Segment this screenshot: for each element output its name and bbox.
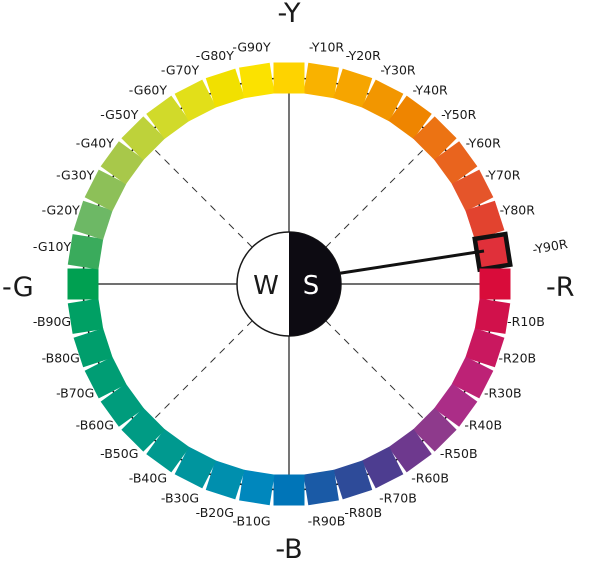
diagonal-line-nw xyxy=(139,134,290,285)
hue-label-b60g: -B60G xyxy=(76,418,114,433)
hue-pointer-line xyxy=(334,249,485,276)
hue-label-b30g: -B30G xyxy=(161,490,199,505)
hue-swatch-y20r xyxy=(333,68,373,108)
hue-swatch-r30b xyxy=(451,356,494,399)
hue-swatch-b60g xyxy=(100,383,144,427)
hue-swatch-g20y xyxy=(73,200,113,240)
axis-label-red: -R xyxy=(546,272,575,303)
hue-swatch-r50b xyxy=(412,407,457,452)
hue-label-y40r: -Y40R xyxy=(412,82,448,97)
hue-swatch-axis-19 xyxy=(273,474,305,506)
hue-label-b20g: -B20G xyxy=(196,505,234,520)
hue-label-g60y: -G60Y xyxy=(129,82,168,97)
hue-label-y30r: -Y30R xyxy=(380,63,416,78)
hue-label-r30b: -R30B xyxy=(484,386,522,401)
diagonal-line-sw xyxy=(139,283,290,434)
hue-label-y20r: -Y20R xyxy=(346,48,382,63)
hue-label-b10g: -B10G xyxy=(232,514,270,529)
hue-label-g90y: -G90Y xyxy=(232,40,271,55)
hue-label-g50y: -G50Y xyxy=(100,107,139,122)
hue-swatch-g80y xyxy=(205,68,245,108)
hue-label-y80r: -Y80R xyxy=(500,202,536,217)
hue-label-g20y: -G20Y xyxy=(42,202,81,217)
hue-label-r40b: -R40B xyxy=(464,418,502,433)
hue-swatch-y90r xyxy=(472,231,513,273)
hue-label-b70g: -B70G xyxy=(56,386,94,401)
hue-swatch-r70b xyxy=(361,446,404,489)
hue-swatch-r20b xyxy=(465,328,505,368)
hue-label-r80b: -R80B xyxy=(344,505,382,520)
hue-swatch-g60y xyxy=(146,95,190,139)
hue-swatch-y30r xyxy=(361,79,404,122)
hue-label-b90g: -B90G xyxy=(33,314,71,329)
axis-label-yellow: -Y xyxy=(277,0,301,29)
hue-label-ring: -Y10R-Y20R-Y30R -Y40R -Y50R -Y60R -Y70R -Y80R… xyxy=(33,40,569,529)
axis-label-green: -G xyxy=(2,272,34,303)
diagonal-line-se xyxy=(288,283,439,434)
hue-label-b40g: -B40G xyxy=(129,471,167,486)
hue-label-r20b: -R20B xyxy=(498,351,536,366)
hue-label-g10y: -G10Y xyxy=(33,239,72,254)
black-label: S xyxy=(303,271,320,301)
center-disk: W S xyxy=(236,231,342,337)
hue-swatch-g70y xyxy=(174,79,217,122)
hue-label-g80y: -G80Y xyxy=(196,48,235,63)
hue-swatch-y50r xyxy=(412,116,457,161)
hue-label-y70r: -Y70R xyxy=(485,168,521,183)
hue-swatch-g10y xyxy=(67,234,104,270)
hue-swatch-b80g xyxy=(73,328,113,368)
hue-swatch-y80r xyxy=(465,200,505,240)
hue-label-r70b: -R70B xyxy=(379,490,417,505)
hue-swatch-r90b xyxy=(303,469,339,506)
hue-label-r90b: -R90B xyxy=(308,514,346,529)
hue-swatch-r80b xyxy=(333,460,373,500)
hue-label-r50b: -R50B xyxy=(440,446,478,461)
hue-label-y10r: -Y10R xyxy=(309,40,345,55)
hue-swatch-y40r xyxy=(388,95,432,139)
hue-label-g40y: -G40Y xyxy=(76,135,115,150)
hue-swatch-b20g xyxy=(205,460,245,500)
hue-label-g70y: -G70Y xyxy=(161,63,200,78)
hue-label-r10b: -R10B xyxy=(507,314,545,329)
hue-swatch-b90g xyxy=(67,298,104,334)
hue-label-y60r: -Y60R xyxy=(466,135,502,150)
hue-swatch-axis-9 xyxy=(479,268,511,300)
hue-swatch-y60r xyxy=(434,141,478,185)
hue-label-y90r: -Y90R xyxy=(531,236,569,257)
hue-swatch-axis-29 xyxy=(67,268,99,300)
hue-swatch-g90y xyxy=(239,62,275,99)
hue-label-y50r: -Y50R xyxy=(441,107,477,122)
hue-swatch-ring xyxy=(67,62,513,506)
hue-swatch-b70g xyxy=(84,356,127,399)
hue-swatch-g30y xyxy=(84,169,127,212)
diagonal-line-ne xyxy=(288,134,439,285)
hue-swatch-y70r xyxy=(451,169,494,212)
hue-swatch-r40b xyxy=(434,383,478,427)
center-disk-black-half xyxy=(289,232,341,336)
hue-swatch-b10g xyxy=(239,469,275,506)
hue-swatch-r10b xyxy=(474,298,511,334)
hue-swatch-y10r xyxy=(303,62,339,99)
axis-label-blue: -B xyxy=(275,534,302,563)
hue-label-b50g: -B50G xyxy=(100,446,138,461)
hue-swatch-r60b xyxy=(388,429,432,473)
hue-label-r60b: -R60B xyxy=(411,471,449,486)
hue-swatch-b30g xyxy=(174,446,217,489)
hue-swatch-b50g xyxy=(121,407,166,452)
hue-swatch-axis-39 xyxy=(273,62,305,94)
white-label: W xyxy=(253,271,279,301)
hue-swatch-g40y xyxy=(100,141,144,185)
hue-label-b80g: -B80G xyxy=(42,351,80,366)
hue-label-g30y: -G30Y xyxy=(56,168,95,183)
hue-swatch-b40g xyxy=(146,429,190,473)
